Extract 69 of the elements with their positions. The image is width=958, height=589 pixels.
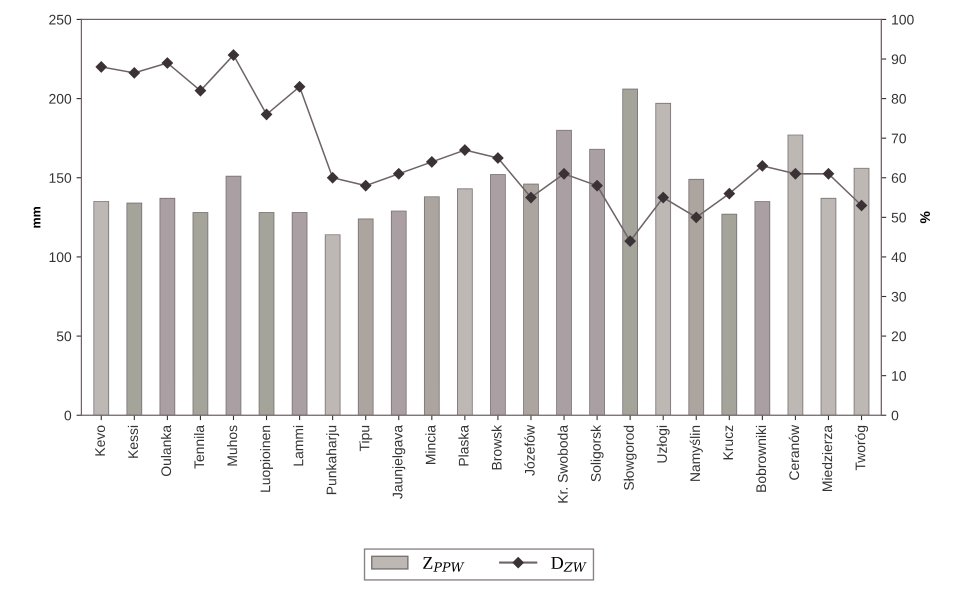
y2-tick-label: 60	[892, 173, 906, 183]
x-tick-label: Miedzierza	[822, 424, 832, 491]
x-tick-label: Kevo	[95, 426, 105, 456]
bar	[589, 148, 605, 416]
bar	[788, 134, 804, 416]
x-tick-label: Lammi	[293, 426, 304, 466]
bar	[523, 184, 539, 416]
legend-label: D$_{ZW}$	[551, 556, 587, 572]
y-tick-label: 50	[56, 331, 72, 342]
y-tick-label: 150	[50, 173, 72, 183]
bar	[160, 198, 176, 416]
y-tick-label: 250	[49, 14, 72, 25]
bar	[226, 176, 242, 416]
y2-tick-label: 100	[892, 14, 914, 25]
y2-tick-label: 10	[892, 371, 906, 381]
x-tick-label: Soligorsk	[590, 424, 604, 482]
x-tick-label: Kessi	[128, 426, 138, 458]
y-tick-label: 0	[64, 410, 72, 420]
y2-tick-label: 40	[891, 252, 906, 262]
x-tick-label: Słowgorod	[624, 426, 637, 490]
legend-label: Z$_{PPW}$	[423, 556, 464, 572]
bar	[424, 196, 440, 416]
bar	[292, 212, 308, 416]
bar	[820, 198, 836, 416]
bar	[622, 88, 638, 416]
y2-tick-label: 80	[892, 94, 906, 104]
x-tick-label: Krucz	[723, 426, 734, 460]
bar	[854, 168, 870, 416]
y-tick-label: 200	[49, 94, 72, 104]
y-axis-title: mm	[34, 207, 40, 228]
bar	[390, 210, 407, 416]
bar	[358, 218, 374, 416]
x-tick-label: Kr. Swoboda	[558, 424, 568, 503]
bar	[688, 178, 704, 416]
x-tick-label: Tennila	[194, 424, 204, 469]
bar	[324, 234, 341, 416]
y-tick-label: 100	[50, 252, 72, 262]
bar	[655, 102, 672, 416]
bar	[490, 174, 506, 416]
bar	[93, 201, 110, 416]
bar	[258, 212, 274, 416]
bar	[126, 202, 142, 416]
x-tick-label: Ceranów	[788, 424, 800, 480]
x-tick-label: Tworóg	[854, 426, 868, 470]
x-tick-label: Plaska	[458, 424, 469, 466]
x-tick-label: Browsk	[491, 424, 502, 470]
y2-tick-label: 50	[892, 212, 906, 223]
bar	[192, 212, 208, 416]
bar	[556, 130, 572, 416]
y2-tick-label: 90	[892, 54, 906, 64]
x-tick-label: Punkaharju	[326, 426, 340, 494]
x-tick-label: Luopioinen	[260, 426, 274, 492]
y2-tick-label: 20	[892, 331, 906, 342]
x-tick-label: Mincia	[425, 424, 436, 464]
y2-tick-label: 30	[892, 292, 906, 302]
x-tick-label: Namyślin	[690, 426, 703, 481]
x-tick-label: Oulanka	[160, 424, 172, 476]
x-tick-label: Józefów	[524, 424, 535, 476]
x-tick-label: Tipu	[359, 426, 372, 452]
y2-axis-title: %	[920, 212, 930, 224]
x-tick-label: Muhos	[227, 425, 238, 466]
bar	[721, 214, 738, 416]
x-tick-label: Jaunjelgava	[392, 424, 406, 499]
x-tick-label: Uzłogi	[656, 426, 670, 462]
y2-tick-label: 70	[892, 134, 906, 144]
bar	[457, 188, 473, 416]
y2-tick-label: 0	[892, 410, 898, 420]
x-tick-label: Bobrowniki	[756, 426, 766, 492]
bar	[754, 201, 770, 416]
